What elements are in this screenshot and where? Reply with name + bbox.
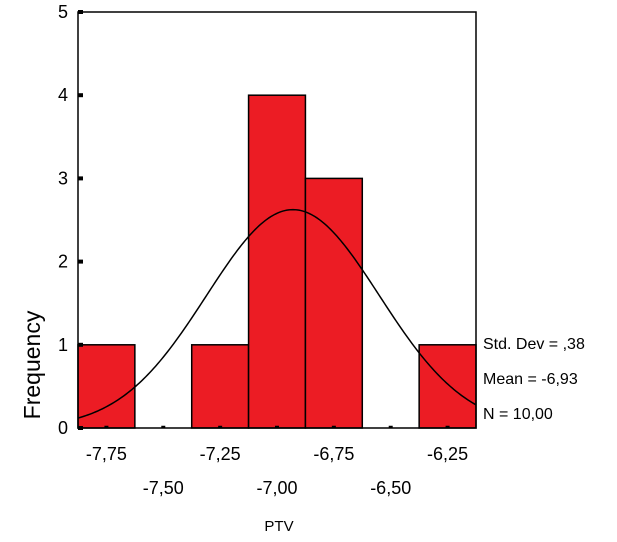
y-tick-label: 3 [58,168,68,188]
x-tick-label: -7,00 [256,478,297,498]
x-tick-label: -7,25 [200,444,241,464]
stat-std-dev: Std. Dev = ,38 [483,336,585,353]
histogram-bar [418,344,477,429]
y-axis-label: Frequency [19,310,45,419]
histogram-bar [304,177,364,429]
x-tick-label: -6,25 [427,444,468,464]
x-axis-ticks: -7,75 -7,25 -6,75 -6,25 -7,50 -7,00 -6,50 [86,425,468,498]
histogram-bar [190,344,250,429]
x-axis-label: PTV [264,518,293,535]
y-tick-label: 1 [58,335,68,355]
x-tick-label: -6,50 [370,478,411,498]
normal-curve [77,208,477,419]
x-tick-label: -7,50 [143,478,184,498]
stat-n: N = 10,00 [483,406,553,423]
y-tick-label: 0 [58,418,68,438]
y-tick-label: 2 [58,252,68,272]
y-tick-label: 4 [58,85,68,105]
y-axis-ticks: 0 1 2 3 4 5 [58,2,83,438]
x-tick-label: -7,75 [86,444,127,464]
stat-mean: Mean = -6,93 [483,371,578,388]
bars-group [77,94,477,429]
histogram-bar [247,94,307,429]
histogram-bar [77,344,136,429]
y-tick-label: 5 [58,2,68,22]
x-tick-label: -6,75 [313,444,354,464]
